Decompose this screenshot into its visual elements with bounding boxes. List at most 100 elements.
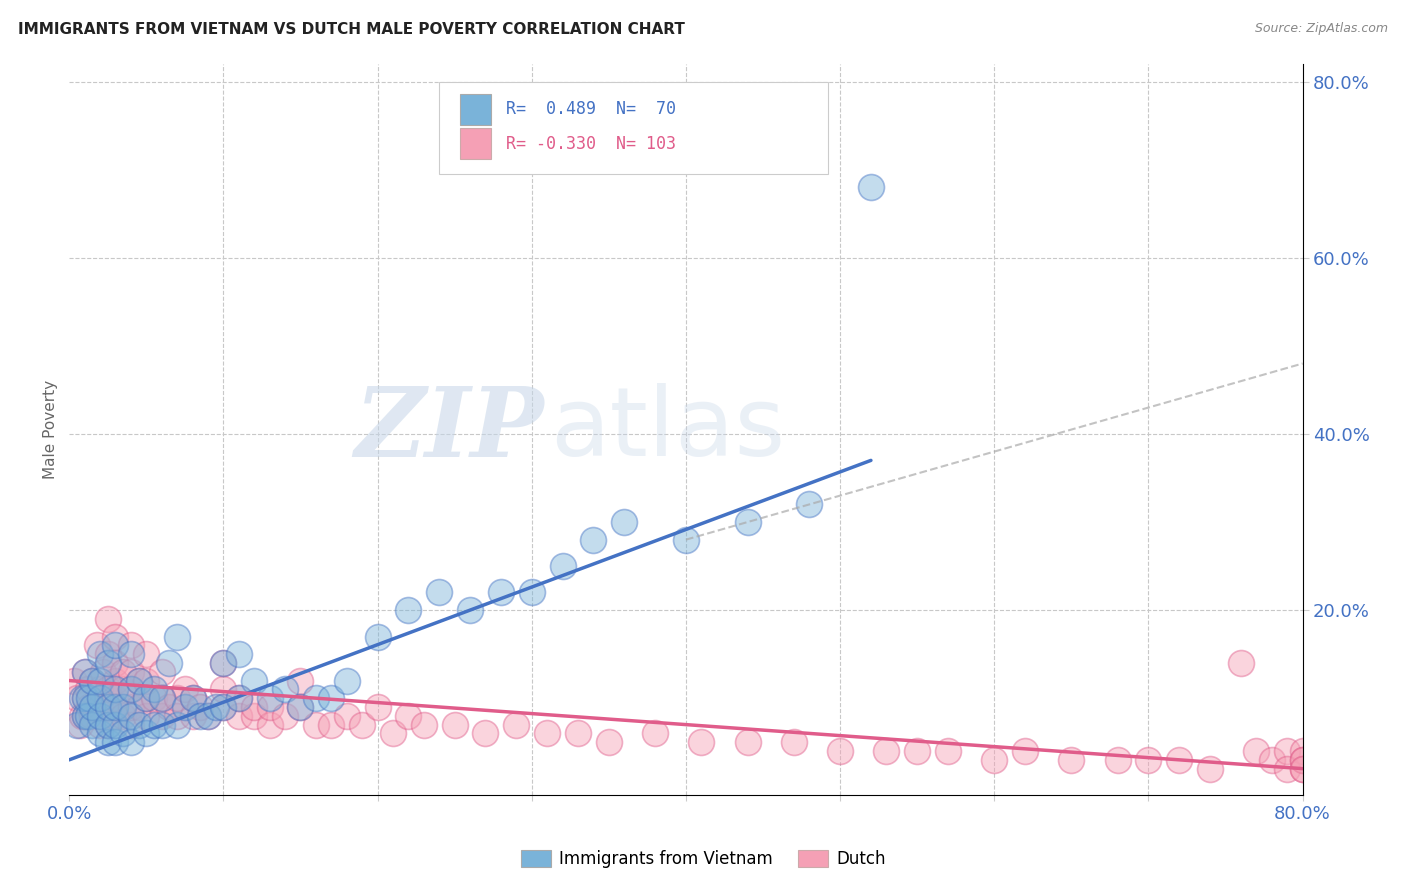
Point	[97, 717, 120, 731]
Point	[212, 656, 235, 670]
Point	[120, 682, 142, 697]
Point	[104, 682, 127, 697]
Point	[112, 682, 135, 697]
Point	[1199, 762, 1222, 776]
Point	[104, 708, 127, 723]
Point	[336, 673, 359, 688]
Point	[613, 515, 636, 529]
Point	[1291, 753, 1313, 767]
Point	[1277, 762, 1299, 776]
Point	[82, 717, 104, 731]
Text: IMMIGRANTS FROM VIETNAM VS DUTCH MALE POVERTY CORRELATION CHART: IMMIGRANTS FROM VIETNAM VS DUTCH MALE PO…	[18, 22, 685, 37]
Point	[188, 708, 211, 723]
Point	[82, 673, 104, 688]
Point	[166, 708, 188, 723]
Point	[143, 691, 166, 706]
Point	[551, 559, 574, 574]
Point	[89, 700, 111, 714]
Point	[228, 647, 250, 661]
Point	[128, 717, 150, 731]
Text: R= -0.330  N= 103: R= -0.330 N= 103	[506, 135, 676, 153]
Point	[76, 682, 98, 697]
Point	[112, 708, 135, 723]
Point	[77, 691, 100, 706]
Point	[644, 726, 666, 740]
Point	[290, 700, 312, 714]
Point	[443, 717, 465, 731]
Point	[104, 673, 127, 688]
Point	[104, 691, 127, 706]
Bar	[460, 94, 491, 125]
Point	[97, 717, 120, 731]
Point	[173, 700, 195, 714]
Point	[166, 717, 188, 731]
Point	[212, 700, 235, 714]
Point	[1291, 762, 1313, 776]
Point	[97, 647, 120, 661]
Point	[197, 708, 219, 723]
Point	[128, 700, 150, 714]
Point	[97, 612, 120, 626]
Point	[135, 691, 157, 706]
Point	[89, 682, 111, 697]
Point	[97, 700, 120, 714]
Point	[830, 744, 852, 758]
Point	[86, 638, 108, 652]
Point	[598, 735, 620, 749]
Point	[212, 682, 235, 697]
Point	[128, 673, 150, 688]
Point	[1137, 753, 1160, 767]
Point	[150, 717, 173, 731]
Point	[783, 735, 806, 749]
Point	[567, 726, 589, 740]
Point	[120, 647, 142, 661]
Text: Source: ZipAtlas.com: Source: ZipAtlas.com	[1254, 22, 1388, 36]
Point	[204, 700, 226, 714]
Point	[128, 673, 150, 688]
Point	[89, 717, 111, 731]
Point	[120, 708, 142, 723]
Point	[89, 691, 111, 706]
FancyBboxPatch shape	[439, 82, 828, 174]
Point	[104, 638, 127, 652]
Point	[69, 717, 91, 731]
Point	[104, 735, 127, 749]
Point	[66, 691, 89, 706]
Point	[143, 717, 166, 731]
Point	[1014, 744, 1036, 758]
Point	[150, 665, 173, 679]
Point	[73, 691, 96, 706]
Point	[737, 515, 759, 529]
Point	[150, 691, 173, 706]
Point	[120, 665, 142, 679]
Point	[181, 691, 204, 706]
Point	[63, 673, 86, 688]
Point	[150, 708, 173, 723]
Point	[77, 700, 100, 714]
Point	[396, 603, 419, 617]
Point	[97, 735, 120, 749]
Text: atlas: atlas	[550, 383, 786, 476]
Point	[367, 630, 389, 644]
Point	[243, 708, 266, 723]
Point	[875, 744, 897, 758]
Point	[91, 665, 114, 679]
Point	[89, 647, 111, 661]
Point	[520, 585, 543, 599]
Y-axis label: Male Poverty: Male Poverty	[44, 380, 58, 479]
Point	[859, 180, 882, 194]
Point	[489, 585, 512, 599]
Point	[427, 585, 450, 599]
Point	[112, 665, 135, 679]
Point	[352, 717, 374, 731]
Point	[197, 708, 219, 723]
Point	[82, 700, 104, 714]
Point	[112, 700, 135, 714]
Point	[212, 700, 235, 714]
Point	[104, 717, 127, 731]
Point	[243, 673, 266, 688]
Point	[73, 665, 96, 679]
Point	[188, 700, 211, 714]
Point	[458, 603, 481, 617]
Point	[1230, 656, 1253, 670]
